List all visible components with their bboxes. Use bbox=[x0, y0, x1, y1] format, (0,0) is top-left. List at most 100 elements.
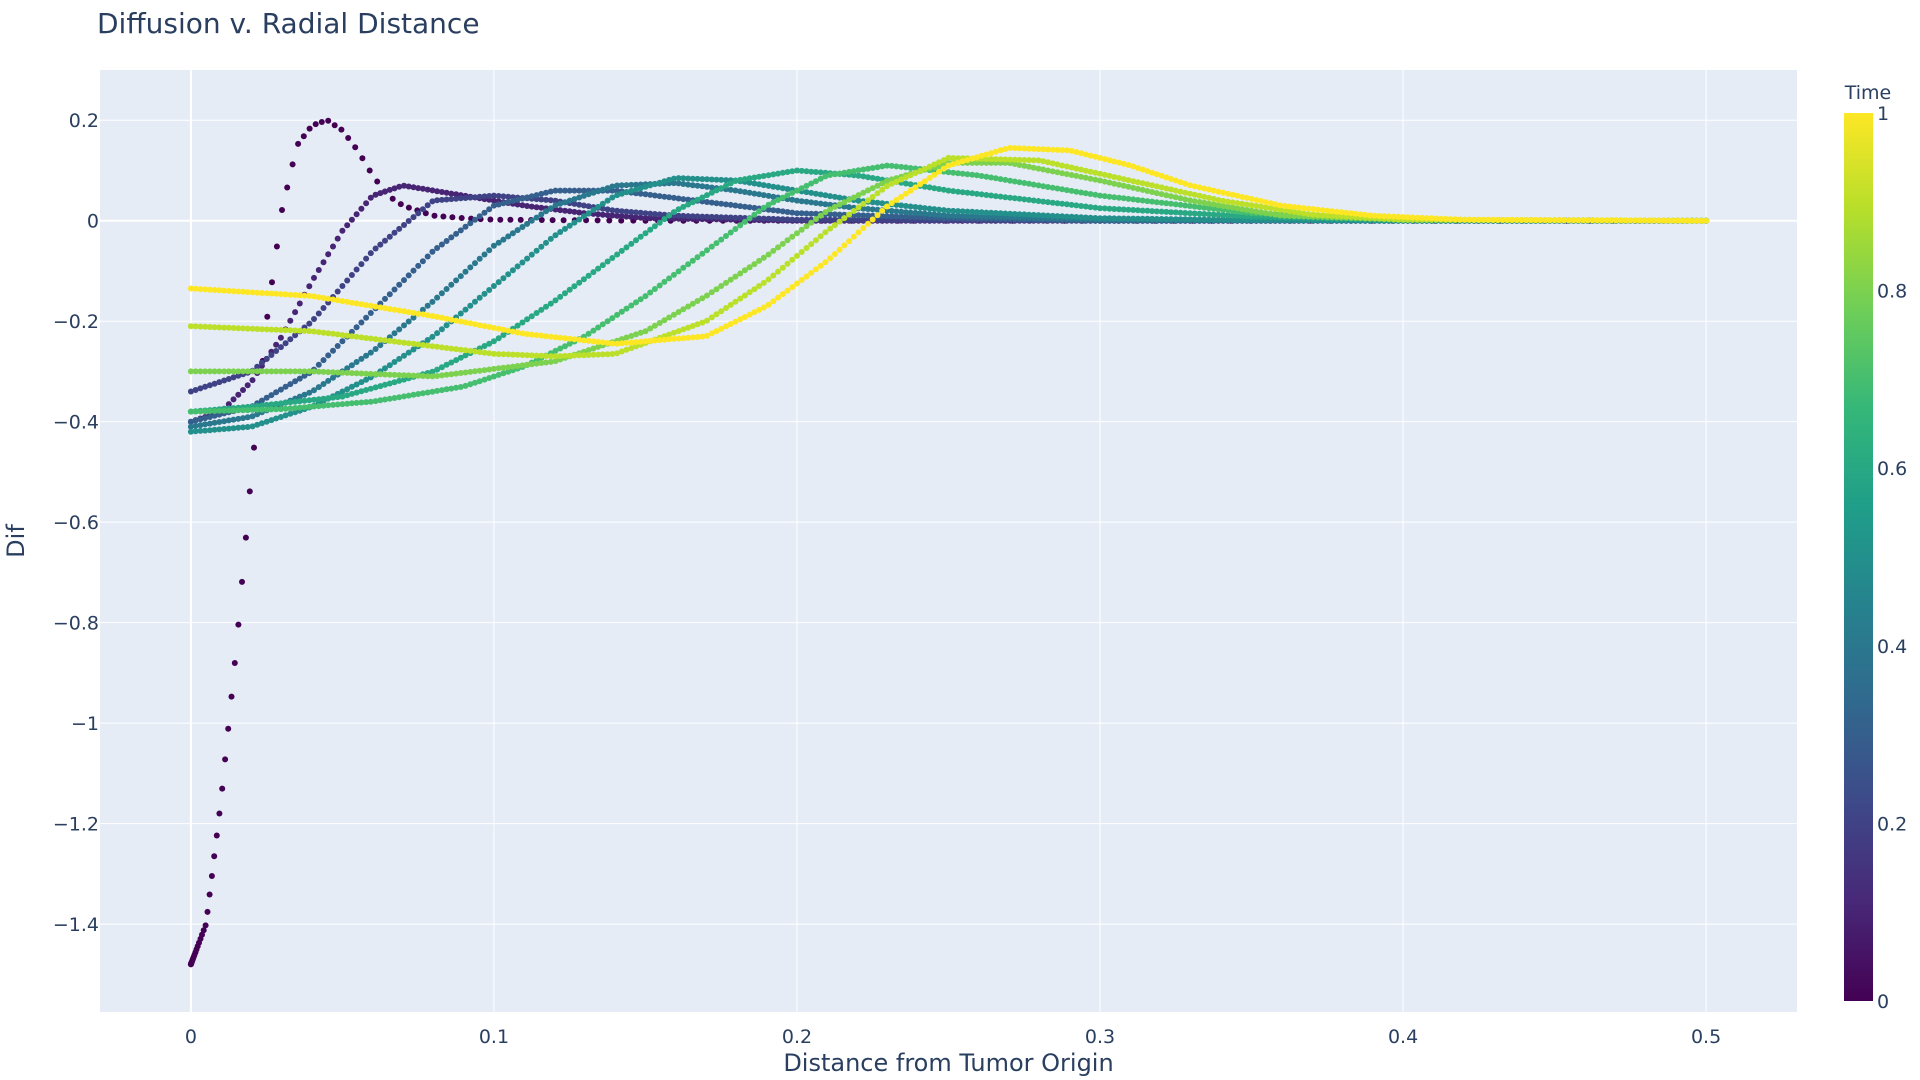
data-point bbox=[1002, 210, 1009, 217]
data-point bbox=[543, 239, 549, 246]
data-point bbox=[382, 237, 388, 244]
data-point bbox=[642, 191, 649, 198]
data-point bbox=[898, 213, 905, 220]
data-point bbox=[1684, 217, 1691, 224]
data-point bbox=[476, 367, 483, 374]
data-point bbox=[675, 175, 682, 182]
data-point bbox=[983, 209, 990, 216]
data-point bbox=[571, 196, 578, 203]
data-point bbox=[528, 203, 535, 210]
data-point bbox=[1116, 194, 1122, 201]
data-point bbox=[1153, 199, 1160, 206]
data-point bbox=[339, 298, 346, 305]
data-point bbox=[490, 324, 497, 331]
data-point bbox=[202, 408, 209, 415]
data-point bbox=[637, 214, 644, 221]
data-point bbox=[1007, 144, 1014, 151]
data-point bbox=[1007, 194, 1014, 201]
data-point bbox=[419, 306, 426, 313]
data-point bbox=[708, 330, 715, 337]
data-point bbox=[1632, 217, 1639, 224]
data-point bbox=[254, 406, 261, 413]
data-point bbox=[784, 216, 791, 223]
data-point bbox=[287, 399, 294, 406]
data-point bbox=[292, 327, 299, 334]
data-point bbox=[784, 260, 791, 267]
data-point bbox=[434, 343, 441, 350]
data-point bbox=[751, 286, 758, 293]
data-point bbox=[434, 188, 441, 195]
data-point bbox=[353, 300, 360, 307]
data-point bbox=[855, 216, 862, 223]
data-point bbox=[756, 283, 763, 289]
data-point bbox=[1385, 213, 1392, 220]
data-point bbox=[618, 247, 625, 254]
data-point bbox=[1475, 216, 1482, 223]
data-point bbox=[633, 209, 639, 216]
data-point bbox=[1267, 210, 1274, 217]
data-point bbox=[533, 360, 540, 367]
data-point bbox=[756, 181, 763, 188]
data-point bbox=[339, 332, 346, 338]
data-point bbox=[1679, 217, 1686, 224]
data-point bbox=[936, 186, 942, 192]
data-point bbox=[339, 283, 346, 289]
data-point bbox=[230, 425, 237, 432]
data-point bbox=[964, 189, 971, 196]
data-point bbox=[1011, 145, 1018, 152]
data-point bbox=[614, 207, 621, 214]
data-point bbox=[320, 295, 327, 301]
data-point bbox=[846, 238, 853, 245]
data-point bbox=[1087, 204, 1094, 211]
y-tick-label: 0 bbox=[87, 211, 99, 233]
data-point bbox=[675, 180, 682, 187]
data-point bbox=[822, 229, 829, 236]
data-point bbox=[557, 345, 564, 352]
data-point bbox=[779, 216, 786, 223]
data-point bbox=[675, 335, 682, 342]
data-point bbox=[765, 276, 772, 283]
data-point bbox=[1011, 211, 1018, 217]
data-point bbox=[221, 377, 228, 384]
data-point bbox=[424, 337, 431, 343]
data-point bbox=[1035, 182, 1042, 189]
data-point bbox=[268, 392, 275, 399]
data-point bbox=[1196, 204, 1203, 211]
data-point bbox=[339, 338, 346, 345]
data-point bbox=[339, 401, 346, 408]
data-point bbox=[921, 165, 928, 172]
data-point bbox=[306, 397, 313, 404]
data-point bbox=[325, 395, 332, 402]
data-point bbox=[741, 267, 748, 274]
data-point bbox=[557, 207, 564, 214]
data-point bbox=[931, 161, 938, 168]
data-point bbox=[552, 347, 559, 354]
data-point bbox=[424, 373, 431, 380]
data-point bbox=[334, 297, 341, 304]
data-point bbox=[902, 164, 909, 171]
data-point bbox=[841, 242, 848, 249]
data-point bbox=[344, 400, 351, 407]
data-point bbox=[557, 200, 564, 207]
data-point bbox=[940, 186, 947, 193]
data-point bbox=[775, 197, 781, 203]
data-point bbox=[202, 368, 209, 375]
data-point bbox=[453, 191, 460, 198]
data-point bbox=[1210, 201, 1217, 208]
data-point bbox=[604, 340, 611, 346]
data-point bbox=[1258, 203, 1264, 210]
data-point bbox=[560, 217, 567, 224]
data-point bbox=[405, 392, 412, 399]
data-point bbox=[860, 216, 867, 223]
data-point bbox=[912, 184, 919, 191]
data-point bbox=[235, 391, 242, 398]
data-point bbox=[779, 240, 786, 247]
data-point bbox=[699, 183, 706, 190]
data-point bbox=[338, 126, 345, 133]
data-point bbox=[490, 338, 497, 345]
data-point bbox=[225, 417, 232, 424]
data-point bbox=[401, 372, 407, 379]
data-point bbox=[651, 181, 658, 188]
data-point bbox=[221, 368, 228, 375]
data-point bbox=[401, 339, 407, 346]
